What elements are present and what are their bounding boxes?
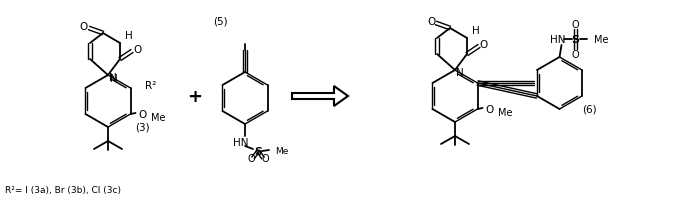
Text: O: O: [427, 17, 435, 27]
Text: N: N: [110, 74, 118, 84]
Text: O: O: [261, 153, 269, 163]
Text: N: N: [109, 73, 117, 83]
Text: +: +: [187, 88, 203, 105]
Text: R²: R²: [145, 81, 156, 91]
Text: O: O: [138, 109, 147, 119]
Text: O: O: [247, 153, 255, 163]
Text: Me: Me: [498, 108, 512, 117]
Text: O: O: [480, 40, 488, 50]
Text: (3): (3): [135, 121, 150, 131]
Text: Me: Me: [275, 146, 289, 155]
Text: Me: Me: [593, 35, 608, 45]
Text: O: O: [80, 22, 88, 32]
Text: HN: HN: [233, 137, 249, 147]
Text: Me: Me: [150, 112, 165, 122]
Text: O: O: [486, 104, 493, 115]
Text: R²= I (3a), Br (3b), Cl (3c): R²= I (3a), Br (3b), Cl (3c): [5, 185, 121, 194]
Text: HN: HN: [550, 35, 565, 45]
Text: S: S: [572, 35, 579, 45]
Text: H: H: [472, 26, 480, 36]
Text: O: O: [133, 45, 141, 55]
Text: O: O: [572, 20, 579, 30]
Text: O: O: [572, 50, 579, 60]
Text: S: S: [254, 146, 262, 156]
Text: N: N: [456, 68, 464, 78]
Text: (6): (6): [582, 103, 597, 114]
Text: (5): (5): [212, 17, 227, 27]
Text: H: H: [125, 31, 133, 41]
